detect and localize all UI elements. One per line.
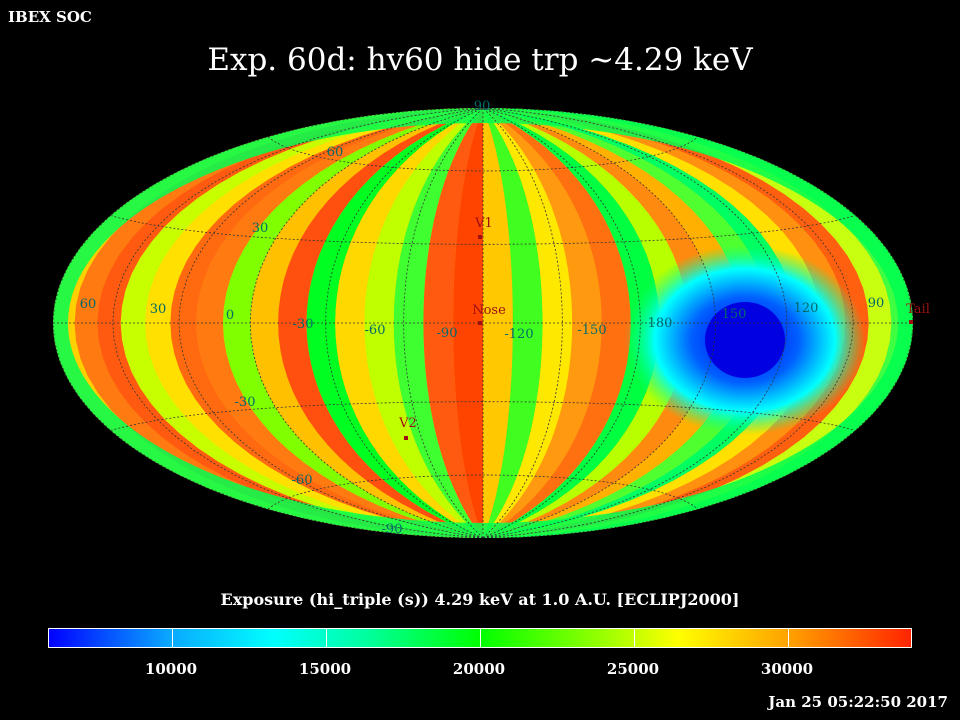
lon-label: -150 <box>577 323 606 338</box>
marker-dot-v2 <box>404 436 408 440</box>
lon-label: 30 <box>150 302 167 317</box>
lon-label: 180 <box>648 316 673 331</box>
exposure-band <box>483 108 743 538</box>
colorbar <box>48 628 912 648</box>
exposure-band <box>483 108 716 538</box>
exposure-band <box>483 108 770 538</box>
exposure-field <box>53 108 913 538</box>
meridian-line <box>482 108 854 538</box>
org-label: IBEX SOC <box>8 8 92 26</box>
colorbar-tick <box>326 629 327 647</box>
exposure-band <box>483 108 688 538</box>
parallel-line <box>110 215 856 245</box>
exposure-band <box>393 108 483 538</box>
colorbar-title: Exposure (hi_triple (s)) 4.29 keV at 1.0… <box>220 590 740 609</box>
colorbar-tick-label: 30000 <box>760 660 814 678</box>
marker-dot-v1 <box>478 235 482 239</box>
exposure-band <box>483 108 543 538</box>
parallel-line <box>267 474 699 510</box>
exposure-band <box>483 108 631 538</box>
marker-label-v1: V1 <box>474 216 493 231</box>
meridian-line <box>249 108 484 538</box>
meridian-line <box>482 108 788 538</box>
meridian-line <box>178 108 484 538</box>
colorbar-tick-label: 15000 <box>298 660 352 678</box>
marker-label-v2: V2 <box>398 416 417 431</box>
meridian-line <box>482 108 717 538</box>
exposure-band <box>483 108 573 538</box>
lat-label: 30 <box>252 221 269 236</box>
colorbar-tick <box>788 629 789 647</box>
parallel-line <box>110 401 856 431</box>
exposure-band <box>453 108 483 538</box>
colorbar-tick <box>634 629 635 647</box>
exposure-band <box>483 108 602 538</box>
colorbar-tick-label: 25000 <box>606 660 660 678</box>
meridian-line <box>482 108 563 538</box>
exposure-band <box>335 108 483 538</box>
meridian-line <box>112 108 484 538</box>
lon-label: -60 <box>365 323 386 338</box>
meridian-line <box>482 108 913 538</box>
meridian-line <box>482 108 641 538</box>
lat-label: 90 <box>474 99 491 114</box>
map-title: Exp. 60d: hv60 hide trp ~4.29 keV <box>207 42 753 78</box>
lon-label: -120 <box>504 327 533 342</box>
colorbar-tick <box>172 629 173 647</box>
colorbar-tick-label: 10000 <box>144 660 198 678</box>
lon-label: -30 <box>293 317 314 332</box>
lon-label: 0 <box>226 308 234 323</box>
lon-label: 60 <box>80 297 97 312</box>
lon-label: 150 <box>722 307 747 322</box>
lon-label: 90 <box>868 296 885 311</box>
lon-label: -90 <box>437 326 458 341</box>
marker-label-nose: Nose <box>472 303 506 318</box>
marker-dot-nose <box>478 321 482 325</box>
exposure-band <box>306 108 483 538</box>
timestamp: Jan 25 05:22:50 2017 <box>768 693 948 711</box>
colorbar-tick <box>480 629 481 647</box>
lon-label: 120 <box>794 301 819 316</box>
exposure-band <box>223 108 483 538</box>
meridian-line <box>53 108 484 538</box>
exposure-band <box>364 108 483 538</box>
marker-label-tail: Tail <box>906 302 930 317</box>
lat-label: 60 <box>327 145 344 160</box>
marker-dot-tail <box>909 320 913 324</box>
meridian-line <box>325 108 484 538</box>
meridian-line <box>403 108 484 538</box>
exposure-band <box>250 108 483 538</box>
colorbar-tick-label: 20000 <box>452 660 506 678</box>
exposure-band <box>196 108 484 538</box>
lat-label: -60 <box>292 473 313 488</box>
lat-label: -30 <box>235 395 256 410</box>
exposure-band <box>278 108 483 538</box>
lat-label: -90 <box>382 522 403 537</box>
exposure-band <box>483 108 660 538</box>
